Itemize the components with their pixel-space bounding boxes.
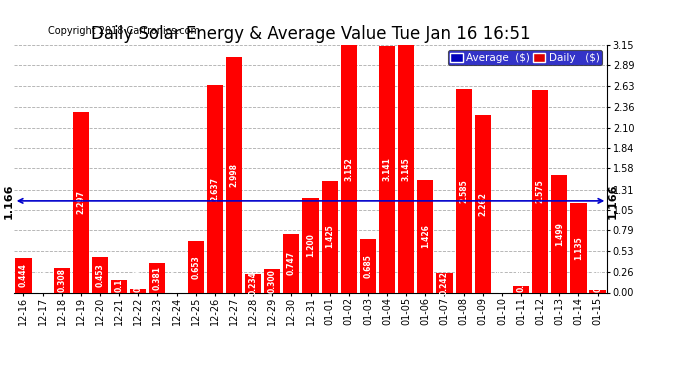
Bar [322, 180, 338, 292]
Bar [589, 290, 606, 292]
Text: 0.030: 0.030 [593, 268, 602, 292]
Bar [207, 85, 223, 292]
Bar [417, 180, 433, 292]
Text: 0.160: 0.160 [115, 268, 124, 292]
Text: 2.575: 2.575 [535, 180, 544, 203]
Bar [54, 268, 70, 292]
Bar [92, 257, 108, 292]
Legend: Average  ($), Daily   ($): Average ($), Daily ($) [448, 50, 602, 65]
Text: 0.242: 0.242 [440, 271, 449, 295]
Bar [455, 89, 472, 292]
Bar [111, 280, 127, 292]
Bar [15, 258, 32, 292]
Bar [264, 269, 280, 292]
Text: 2.297: 2.297 [77, 190, 86, 214]
Text: 0.000: 0.000 [172, 268, 181, 292]
Bar [379, 46, 395, 292]
Text: 0.088: 0.088 [517, 268, 526, 292]
Title: Daily Solar Energy & Average Value Tue Jan 16 16:51: Daily Solar Energy & Average Value Tue J… [90, 26, 531, 44]
Text: 3.152: 3.152 [344, 157, 353, 180]
Text: Copyright 2018 Cartronics.com: Copyright 2018 Cartronics.com [48, 26, 200, 36]
Text: 0.653: 0.653 [191, 255, 200, 279]
Text: 0.234: 0.234 [248, 272, 257, 295]
Text: 1.166: 1.166 [607, 183, 617, 219]
Text: 2.585: 2.585 [459, 179, 468, 203]
Text: 0.000: 0.000 [38, 268, 47, 292]
Text: 1.425: 1.425 [325, 225, 334, 248]
Bar [72, 112, 89, 292]
Bar [398, 45, 415, 292]
Text: 0.047: 0.047 [134, 268, 143, 292]
Bar [130, 289, 146, 292]
Bar [188, 241, 204, 292]
Bar [551, 175, 567, 292]
Text: 2.637: 2.637 [210, 177, 219, 201]
Bar [283, 234, 299, 292]
Bar [341, 45, 357, 292]
Text: 3.145: 3.145 [402, 157, 411, 181]
Text: 0.444: 0.444 [19, 263, 28, 287]
Text: 0.685: 0.685 [364, 254, 373, 278]
Bar [571, 203, 586, 292]
Text: 1.166: 1.166 [4, 183, 14, 219]
Text: 1.200: 1.200 [306, 233, 315, 257]
Bar [436, 273, 453, 292]
Text: 0.308: 0.308 [57, 268, 66, 292]
Bar [532, 90, 549, 292]
Text: 1.135: 1.135 [574, 236, 583, 260]
Bar [226, 57, 242, 292]
Text: 2.262: 2.262 [478, 192, 487, 216]
Bar [245, 274, 262, 292]
Text: 0.000: 0.000 [497, 268, 506, 292]
Text: 0.747: 0.747 [287, 251, 296, 275]
Bar [302, 198, 319, 292]
Text: 1.499: 1.499 [555, 222, 564, 246]
Bar [475, 115, 491, 292]
Bar [513, 286, 529, 292]
Text: 3.141: 3.141 [382, 157, 391, 181]
Text: 0.300: 0.300 [268, 269, 277, 292]
Text: 1.426: 1.426 [421, 225, 430, 248]
Bar [359, 238, 376, 292]
Text: 0.453: 0.453 [95, 263, 104, 286]
Bar [149, 262, 166, 292]
Text: 2.998: 2.998 [230, 163, 239, 187]
Text: 0.381: 0.381 [153, 266, 162, 290]
